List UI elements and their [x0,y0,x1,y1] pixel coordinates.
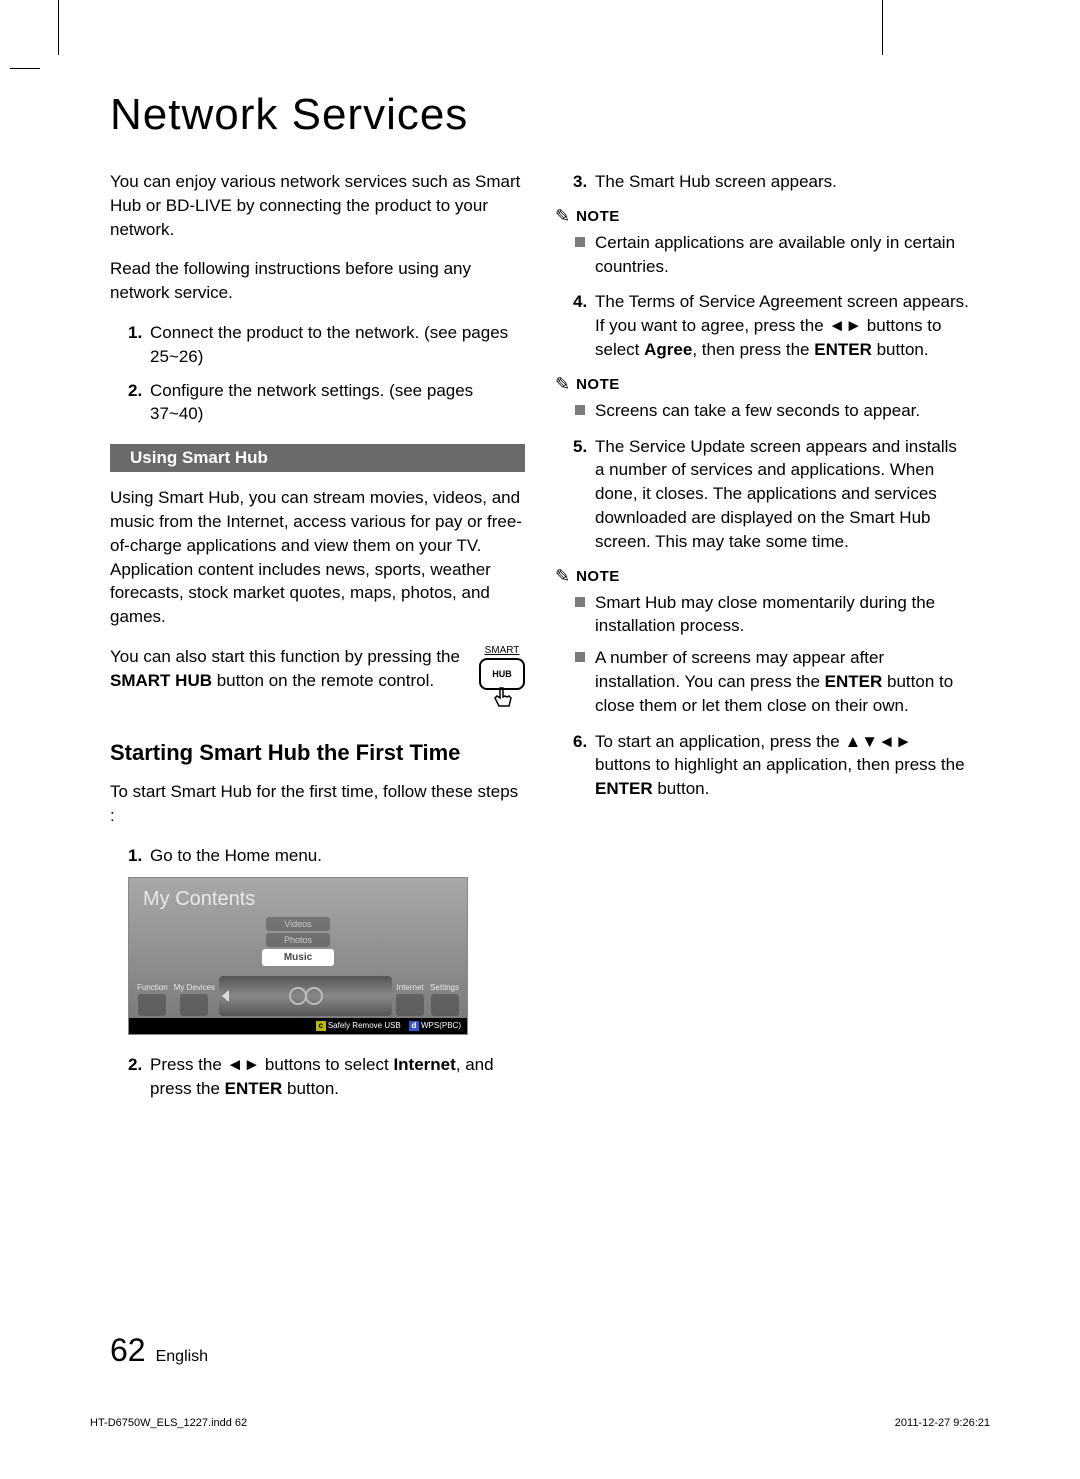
page-title: Network Services [110,90,970,140]
menu-center-items: Videos Photos Music [129,917,467,972]
note3-bullet-1: Smart Hub may close momentarily during t… [575,591,970,639]
right-column: 3. The Smart Hub screen appears. ✎ NOTE … [555,170,970,1111]
step-5: 5. The Service Update screen appears and… [573,435,970,554]
smart-hub-icon: SMART HUB [479,645,525,712]
intro-paragraph: You can enjoy various network services s… [110,170,525,241]
page-footer: 62 English [110,1332,208,1369]
smart-hub-remote-row: You can also start this function by pres… [110,645,525,712]
menu-bottom-mydevices: My Devices [174,983,215,1016]
menu-bottom-function: Function [137,983,168,1016]
two-column-layout: You can enjoy various network services s… [110,170,970,1111]
menu-item-music: Music [262,949,334,966]
section-banner: Using Smart Hub [110,444,525,472]
step-1: 1. Go to the Home menu. [128,844,525,868]
read-before-paragraph: Read the following instructions before u… [110,257,525,305]
page-number: 62 [110,1332,146,1369]
setup-step-2: 2. Configure the network settings. (see … [128,379,525,427]
note-icon: ✎ [555,374,570,395]
first-time-intro: To start Smart Hub for the first time, f… [110,780,525,828]
note2-bullet-1: Screens can take a few seconds to appear… [575,399,970,423]
page-content: Network Services You can enjoy various n… [110,90,970,1111]
step-3: 3. The Smart Hub screen appears. [573,170,970,194]
menu-item-videos: Videos [266,917,329,931]
note-icon: ✎ [555,566,570,587]
note-heading-3: ✎ NOTE [555,566,970,587]
menu-item-photos: Photos [266,933,330,947]
menu-footer: cSafely Remove USB dWPS(PBC) [129,1018,467,1034]
smart-hub-description: Using Smart Hub, you can stream movies, … [110,486,525,629]
hand-press-icon [487,686,517,712]
note1-bullet-1: Certain applications are available only … [575,231,970,279]
smart-hub-remote-text: You can also start this function by pres… [110,645,465,693]
crop-marks [0,0,1080,70]
note3-bullet-2: A number of screens may appear after ins… [575,646,970,717]
setup-step-1: 1. Connect the product to the network. (… [128,321,525,369]
print-timestamp: 2011-12-27 9:26:21 [895,1417,990,1429]
home-menu-figure: My Contents Videos Photos Music Function… [128,877,468,1035]
menu-title: My Contents [129,878,467,917]
subheading: Starting Smart Hub the First Time [110,740,525,766]
step-6: 6. To start an application, press the ▲▼… [573,730,970,801]
step-4: 4. The Terms of Service Agreement screen… [573,290,970,361]
menu-bottom-row: Function My Devices [129,972,467,1018]
step-2: 2. Press the ◄► buttons to select Intern… [128,1053,525,1101]
page-language: English [156,1348,208,1366]
print-footer: HT-D6750W_ELS_1227.indd 62 2011-12-27 9:… [90,1417,990,1429]
note-icon: ✎ [555,206,570,227]
note-heading-1: ✎ NOTE [555,206,970,227]
note-heading-2: ✎ NOTE [555,374,970,395]
menu-bottom-internet: Internet [396,983,424,1016]
print-file-label: HT-D6750W_ELS_1227.indd 62 [90,1417,247,1429]
left-column: You can enjoy various network services s… [110,170,525,1111]
menu-bottom-settings: Settings [430,983,459,1016]
